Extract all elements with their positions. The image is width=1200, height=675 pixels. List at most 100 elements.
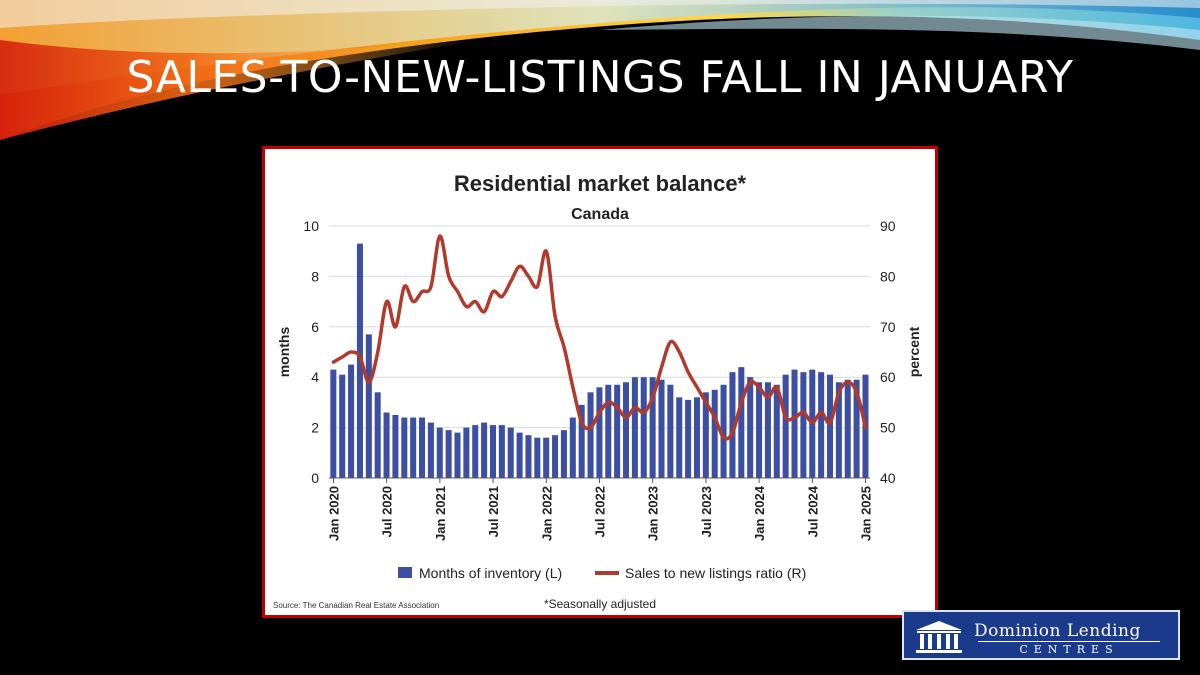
bar-inventory [489,425,496,478]
inventory-bars [330,243,869,478]
bar-inventory [631,377,638,478]
chart-title: Residential market balance* [454,171,747,196]
line-sales-to-new-listings [331,234,868,441]
y-tick-label-right: 60 [880,369,896,385]
dominion-lending-logo: Dominion Lending CENTRES [902,610,1180,660]
bar-inventory [623,382,630,478]
bar-inventory [614,384,621,478]
bar-inventory [445,430,452,478]
bar-inventory [764,382,771,478]
bar-inventory [853,379,860,478]
bar-inventory [392,415,399,478]
bar-inventory [498,425,505,478]
bar-inventory [791,369,798,478]
x-tick-label: Jul 2020 [380,486,395,537]
y-tick-label-right: 70 [880,319,896,335]
axes: 0 2 4 6 8 10 40 50 60 70 80 90 Jan 2020 Jul 2020 Jan 2… [303,218,895,541]
bar-inventory [578,404,585,478]
bar-inventory [552,435,559,478]
x-tick-label: Jul 2021 [486,486,501,537]
bar-inventory [365,334,372,478]
chart-subtitle: Canada [571,206,629,223]
bar-inventory [596,387,603,478]
logo-text-primary: Dominion Lending [974,621,1141,641]
bar-inventory [401,417,408,478]
bar-inventory [605,384,612,478]
legend-label-inventory: Months of inventory (L) [419,565,562,581]
logo-divider [978,641,1160,642]
bar-inventory [436,427,443,478]
bar-inventory [427,422,434,478]
bar-inventory [818,372,825,478]
bar-inventory [374,392,381,478]
bar-inventory [339,374,346,478]
legend-swatch-inventory [398,567,412,578]
bar-inventory [463,427,470,478]
bar-inventory [667,384,674,478]
bar-inventory [782,374,789,478]
x-tick-label: Jan 2020 [326,486,341,541]
decorative-swoosh-banner [0,0,1200,140]
y-tick-label-left: 0 [311,470,319,486]
bar-inventory [649,377,656,478]
chart-source: Source: The Canadian Real Estate Associa… [273,601,439,610]
y-tick-label-right: 50 [880,420,896,436]
y-tick-label-left: 4 [311,369,319,385]
bar-inventory [826,374,834,478]
y-tick-label-left: 6 [311,319,319,335]
bar-inventory [525,435,532,478]
bar-inventory [330,369,337,478]
x-tick-label: Jan 2023 [646,486,661,541]
bar-inventory [543,437,550,478]
bar-inventory [640,377,647,478]
y-tick-label-right: 90 [880,218,896,234]
legend-label-ratio: Sales to new listings ratio (R) [625,565,806,581]
x-tick-label: Jan 2025 [859,486,874,541]
x-tick-label: Jan 2022 [539,486,554,541]
bar-inventory [534,437,541,478]
bar-inventory [454,432,461,478]
ratio-line-layer [331,234,868,441]
bar-inventory [587,392,594,478]
bar-inventory [844,379,851,478]
x-tick-label: Jan 2024 [752,485,767,541]
bar-inventory [481,422,488,478]
bar-inventory [773,384,780,478]
bar-inventory [472,425,479,478]
bar-inventory [383,412,390,478]
y-tick-label-left: 8 [311,268,319,284]
bar-inventory [729,372,736,478]
bar-inventory [507,427,514,478]
x-tick-label: Jul 2023 [699,486,714,537]
bar-inventory [835,382,842,478]
chart-frame: Residential market balance* Canada month… [262,146,938,618]
bar-inventory [658,379,665,478]
bar-inventory [516,432,523,478]
y-tick-label-right: 40 [880,470,896,486]
bar-inventory [569,417,576,478]
columns-building-icon [916,621,962,653]
bar-inventory [800,372,807,478]
logo-text-secondary: CENTRES [1019,643,1119,656]
legend: Months of inventory (L) Sales to new lis… [398,565,806,581]
slide-title: SALES-TO-NEW-LISTINGS FALL IN JANUARY [126,52,1074,103]
y-axis-label-left: months [276,327,292,378]
y-axis-label-right: percent [906,326,922,377]
bar-inventory [702,392,709,478]
y-tick-label-right: 80 [880,268,896,284]
y-tick-label-left: 10 [303,218,319,234]
bar-inventory [711,389,718,478]
residential-market-balance-chart: Residential market balance* Canada month… [273,171,922,611]
bar-inventory [419,417,426,478]
bar-inventory [676,397,683,478]
x-tick-label: Jul 2024 [805,485,820,537]
bar-inventory [693,397,700,478]
chart-footnote: *Seasonally adjusted [544,597,656,611]
bar-inventory [410,417,417,478]
y-tick-label-left: 2 [311,420,319,436]
bar-inventory [720,384,727,478]
bar-inventory [560,430,567,478]
bar-inventory [685,399,692,478]
bar-inventory [348,364,355,478]
bar-inventory [756,382,763,478]
